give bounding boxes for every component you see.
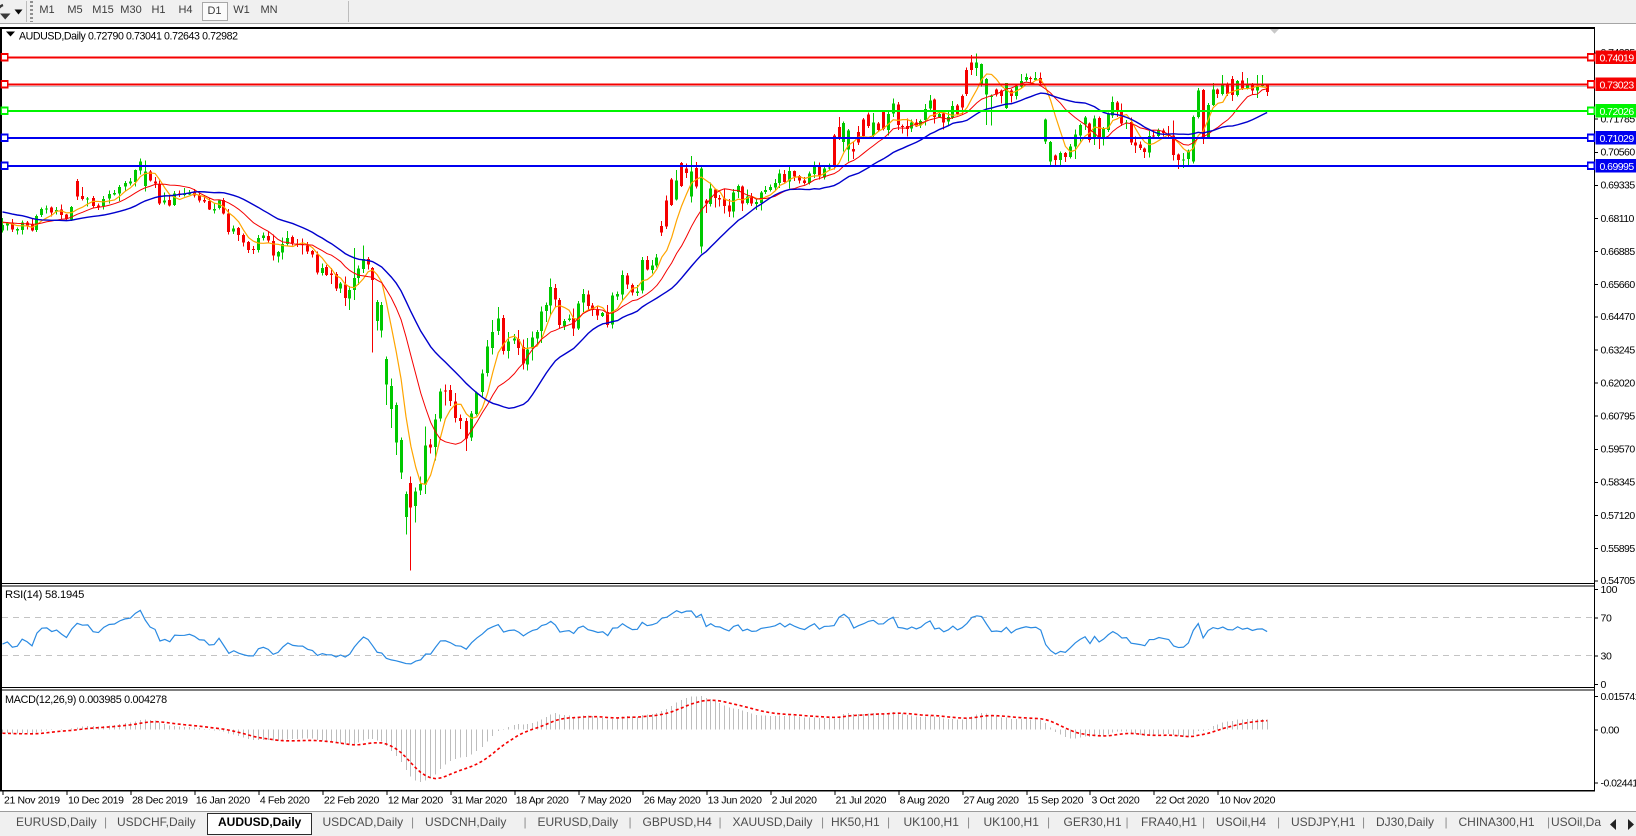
- svg-text:31 Mar 2020: 31 Mar 2020: [452, 795, 508, 807]
- svg-text:0.57120: 0.57120: [1601, 510, 1636, 522]
- svg-text:2 Jul 2020: 2 Jul 2020: [772, 795, 817, 807]
- svg-text:0.65660: 0.65660: [1601, 279, 1636, 291]
- svg-text:0.55895: 0.55895: [1601, 543, 1636, 555]
- svg-text:0.63245: 0.63245: [1601, 344, 1636, 356]
- svg-text:15 Sep 2020: 15 Sep 2020: [1028, 795, 1084, 807]
- svg-text:0.69335: 0.69335: [1601, 180, 1636, 192]
- svg-text:21 Nov 2019: 21 Nov 2019: [4, 795, 60, 807]
- svg-text:0.68110: 0.68110: [1601, 213, 1635, 225]
- svg-text:AUDUSD,Daily 0.72790 0.73041: AUDUSD,Daily 0.72790 0.73041 0.72643 0.7…: [19, 31, 238, 43]
- svg-text:0.015741: 0.015741: [1601, 691, 1636, 703]
- svg-text:0.64470: 0.64470: [1601, 311, 1636, 323]
- svg-text:RSI(14) 58.1945: RSI(14) 58.1945: [5, 589, 84, 601]
- svg-text:22 Feb 2020: 22 Feb 2020: [324, 795, 380, 807]
- svg-text:0.74019: 0.74019: [1600, 52, 1635, 64]
- svg-text:27 Aug 2020: 27 Aug 2020: [964, 795, 1020, 807]
- svg-text:0.70560: 0.70560: [1601, 147, 1636, 159]
- svg-text:13 Jun 2020: 13 Jun 2020: [708, 795, 762, 807]
- svg-text:10 Dec 2019: 10 Dec 2019: [68, 795, 124, 807]
- svg-text:0.66885: 0.66885: [1601, 246, 1636, 258]
- svg-text:30: 30: [1601, 650, 1613, 662]
- svg-text:0.73023: 0.73023: [1600, 79, 1635, 91]
- svg-text:0.58345: 0.58345: [1601, 477, 1636, 489]
- svg-text:28 Dec 2019: 28 Dec 2019: [132, 795, 188, 807]
- svg-text:70: 70: [1601, 612, 1613, 624]
- svg-text:12 Mar 2020: 12 Mar 2020: [388, 795, 444, 807]
- svg-text:0.62020: 0.62020: [1601, 377, 1636, 389]
- svg-text:21 Jul 2020: 21 Jul 2020: [836, 795, 887, 807]
- svg-text:0.60795: 0.60795: [1601, 411, 1636, 423]
- svg-text:18 Apr 2020: 18 Apr 2020: [516, 795, 569, 807]
- svg-text:22 Oct 2020: 22 Oct 2020: [1155, 795, 1209, 807]
- svg-text:0.69995: 0.69995: [1600, 161, 1635, 173]
- svg-text:0: 0: [1601, 679, 1607, 691]
- svg-text:0.72026: 0.72026: [1600, 106, 1635, 118]
- svg-text:8 Aug 2020: 8 Aug 2020: [900, 795, 950, 807]
- svg-text:4 Feb 2020: 4 Feb 2020: [260, 795, 310, 807]
- svg-text:0.59570: 0.59570: [1601, 444, 1636, 456]
- svg-text:0.54705: 0.54705: [1601, 575, 1636, 587]
- svg-text:0.71029: 0.71029: [1600, 133, 1635, 145]
- svg-text:26 May 2020: 26 May 2020: [644, 795, 701, 807]
- svg-text:10 Nov 2020: 10 Nov 2020: [1219, 795, 1275, 807]
- svg-text:0.00: 0.00: [1601, 724, 1620, 736]
- svg-text:16 Jan 2020: 16 Jan 2020: [196, 795, 250, 807]
- svg-text:7 May 2020: 7 May 2020: [580, 795, 632, 807]
- svg-text:3 Oct 2020: 3 Oct 2020: [1091, 795, 1139, 807]
- svg-text:MACD(12,26,9) 0.003985 0.00427: MACD(12,26,9) 0.003985 0.004278: [5, 694, 167, 706]
- svg-text:100: 100: [1601, 584, 1618, 596]
